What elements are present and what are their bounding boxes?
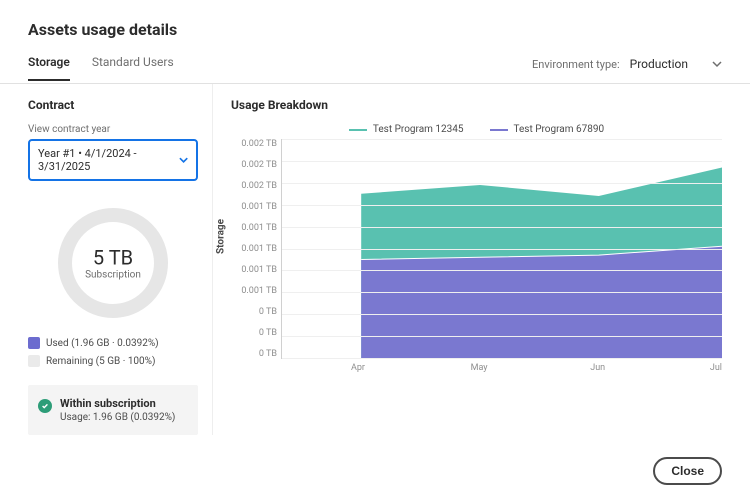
contract-title: Contract [28,98,198,112]
plot-area [281,139,722,359]
legend-remaining: Remaining (5 GB · 100%) [28,355,198,367]
subscription-status-card: Within subscription Usage: 1.96 GB (0.03… [28,385,198,435]
environment-value: Production [630,57,688,71]
environment-select[interactable]: Production [630,53,722,75]
usage-legend: Used (1.96 GB · 0.0392%) Remaining (5 GB… [28,337,198,367]
environment-picker: Environment type: Production [532,53,722,83]
chart-legend: Test Program 12345 Test Program 67890 [231,124,722,135]
legend-used-label: Used (1.96 GB · 0.0392%) [46,338,159,349]
contract-panel: Contract View contract year Year #1 • 4/… [28,84,213,435]
y-axis-title: Storage [216,219,227,254]
year-field-label: View contract year [28,124,198,135]
usage-chart: Storage 0.002 TB0.002 TB0.002 TB0.001 TB… [231,139,722,393]
check-circle-icon [38,399,52,413]
tab-standard-users[interactable]: Standard Users [92,55,174,81]
tabs-row: Storage Standard Users Environment type:… [0,53,750,84]
swatch-remaining-icon [28,355,40,367]
x-tick-labels: AprMayJunJul [281,363,722,373]
close-button[interactable]: Close [653,457,722,485]
chevron-down-icon [179,155,188,165]
tab-storage[interactable]: Storage [28,55,70,81]
y-tick-labels: 0.002 TB0.002 TB0.002 TB0.001 TB0.001 TB… [237,139,277,359]
page-title: Assets usage details [0,0,750,53]
contract-year-select[interactable]: Year #1 • 4/1/2024 - 3/31/2025 [28,139,198,181]
breakdown-panel: Usage Breakdown Test Program 12345Test P… [213,84,750,435]
contract-year-value: Year #1 • 4/1/2024 - 3/31/2025 [38,147,179,173]
swatch-used-icon [28,337,40,349]
chevron-down-icon [712,59,722,69]
status-sub: Usage: 1.96 GB (0.0392%) [60,412,175,423]
status-title: Within subscription [60,397,175,410]
subscription-donut: 5 TB Subscription [28,203,198,323]
breakdown-title: Usage Breakdown [231,98,722,112]
legend-remaining-label: Remaining (5 GB · 100%) [46,356,155,367]
legend-used: Used (1.96 GB · 0.0392%) [28,337,198,349]
subscription-value: 5 TB [85,246,141,270]
subscription-label: Subscription [85,270,141,281]
chart-legend-item: Test Program 12345 [349,124,464,135]
chart-legend-item: Test Program 67890 [490,124,605,135]
environment-label: Environment type: [532,58,620,71]
